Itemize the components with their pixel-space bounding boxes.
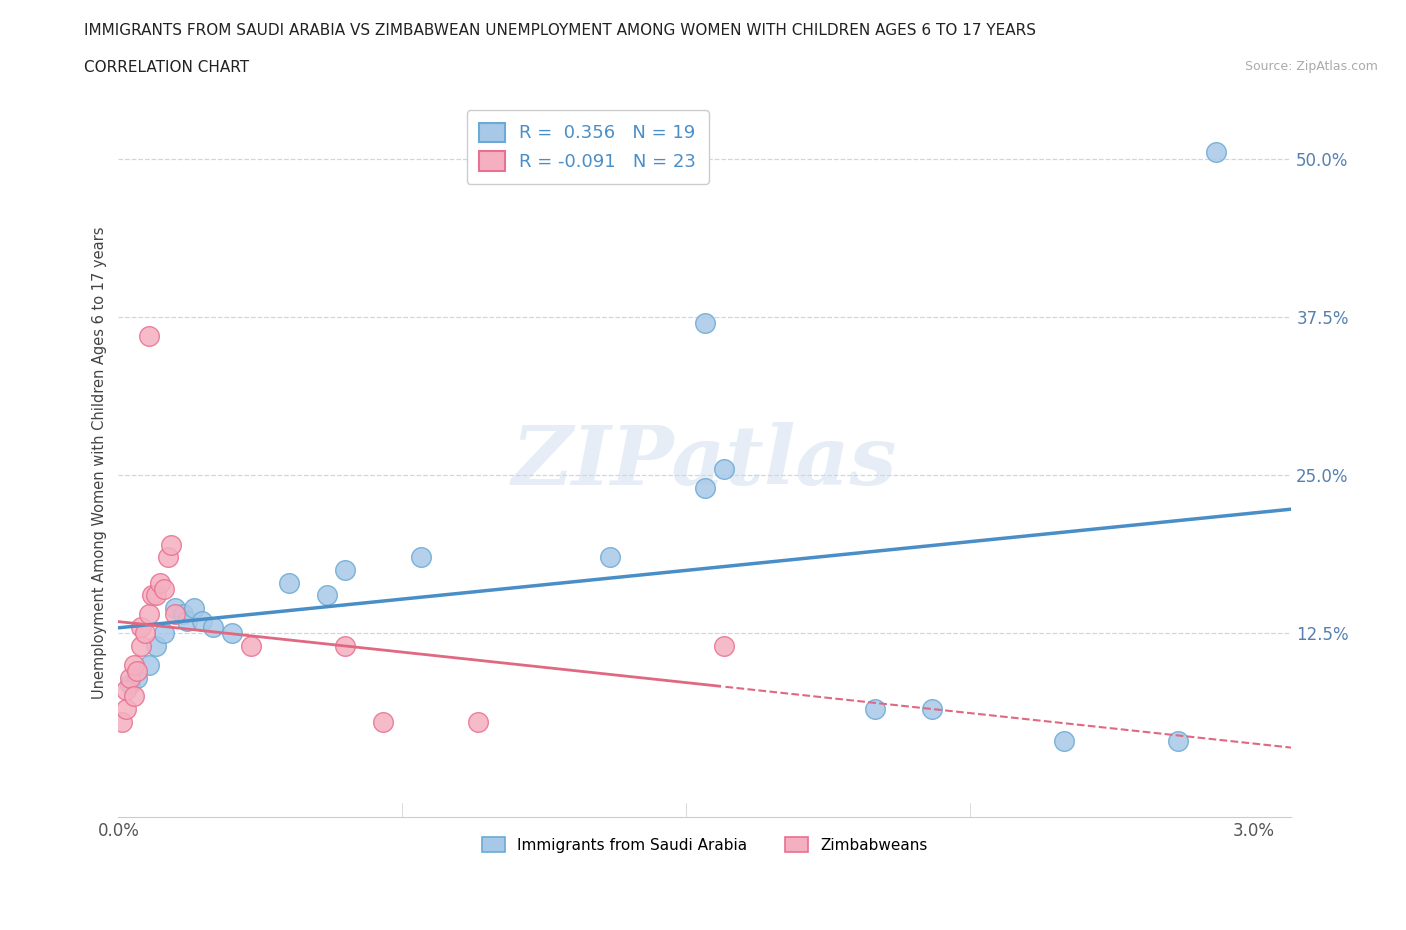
Point — [115, 702, 138, 717]
Point — [138, 328, 160, 343]
Point — [153, 581, 176, 596]
Text: IMMIGRANTS FROM SAUDI ARABIA VS ZIMBABWEAN UNEMPLOYMENT AMONG WOMEN WITH CHILDRE: IMMIGRANTS FROM SAUDI ARABIA VS ZIMBABWE… — [84, 23, 1036, 38]
Y-axis label: Unemployment Among Women with Children Ages 6 to 17 years: Unemployment Among Women with Children A… — [93, 226, 107, 698]
Point — [165, 606, 187, 621]
Point — [335, 563, 357, 578]
Point — [165, 601, 187, 616]
Point — [172, 606, 194, 621]
Legend: Immigrants from Saudi Arabia, Zimbabweans: Immigrants from Saudi Arabia, Zimbabwean… — [475, 830, 934, 858]
Point — [111, 714, 134, 729]
Text: Source: ZipAtlas.com: Source: ZipAtlas.com — [1244, 60, 1378, 73]
Point — [153, 626, 176, 641]
Point — [1205, 145, 1227, 160]
Point — [1167, 734, 1189, 749]
Point — [122, 658, 145, 672]
Point — [127, 670, 149, 684]
Point — [183, 601, 205, 616]
Point — [127, 664, 149, 679]
Point — [138, 606, 160, 621]
Point — [156, 550, 179, 565]
Point — [176, 613, 198, 628]
Point — [713, 638, 735, 653]
Point — [118, 676, 141, 691]
Point — [138, 658, 160, 672]
Point — [190, 613, 212, 628]
Point — [149, 575, 172, 590]
Point — [129, 638, 152, 653]
Point — [921, 702, 943, 717]
Point — [411, 550, 433, 565]
Point — [693, 480, 716, 495]
Point — [145, 588, 167, 603]
Point — [713, 461, 735, 476]
Point — [373, 714, 395, 729]
Point — [202, 619, 225, 634]
Point — [160, 538, 183, 552]
Point — [467, 714, 489, 729]
Point — [129, 619, 152, 634]
Point — [599, 550, 621, 565]
Text: CORRELATION CHART: CORRELATION CHART — [84, 60, 249, 75]
Point — [221, 626, 243, 641]
Point — [335, 638, 357, 653]
Point — [145, 638, 167, 653]
Point — [122, 689, 145, 704]
Point — [693, 315, 716, 330]
Point — [863, 702, 886, 717]
Point — [134, 626, 156, 641]
Point — [315, 588, 337, 603]
Point — [277, 575, 299, 590]
Point — [141, 588, 163, 603]
Point — [239, 638, 262, 653]
Point — [115, 683, 138, 698]
Point — [118, 670, 141, 684]
Text: ZIPatlas: ZIPatlas — [512, 422, 897, 502]
Point — [1053, 734, 1076, 749]
